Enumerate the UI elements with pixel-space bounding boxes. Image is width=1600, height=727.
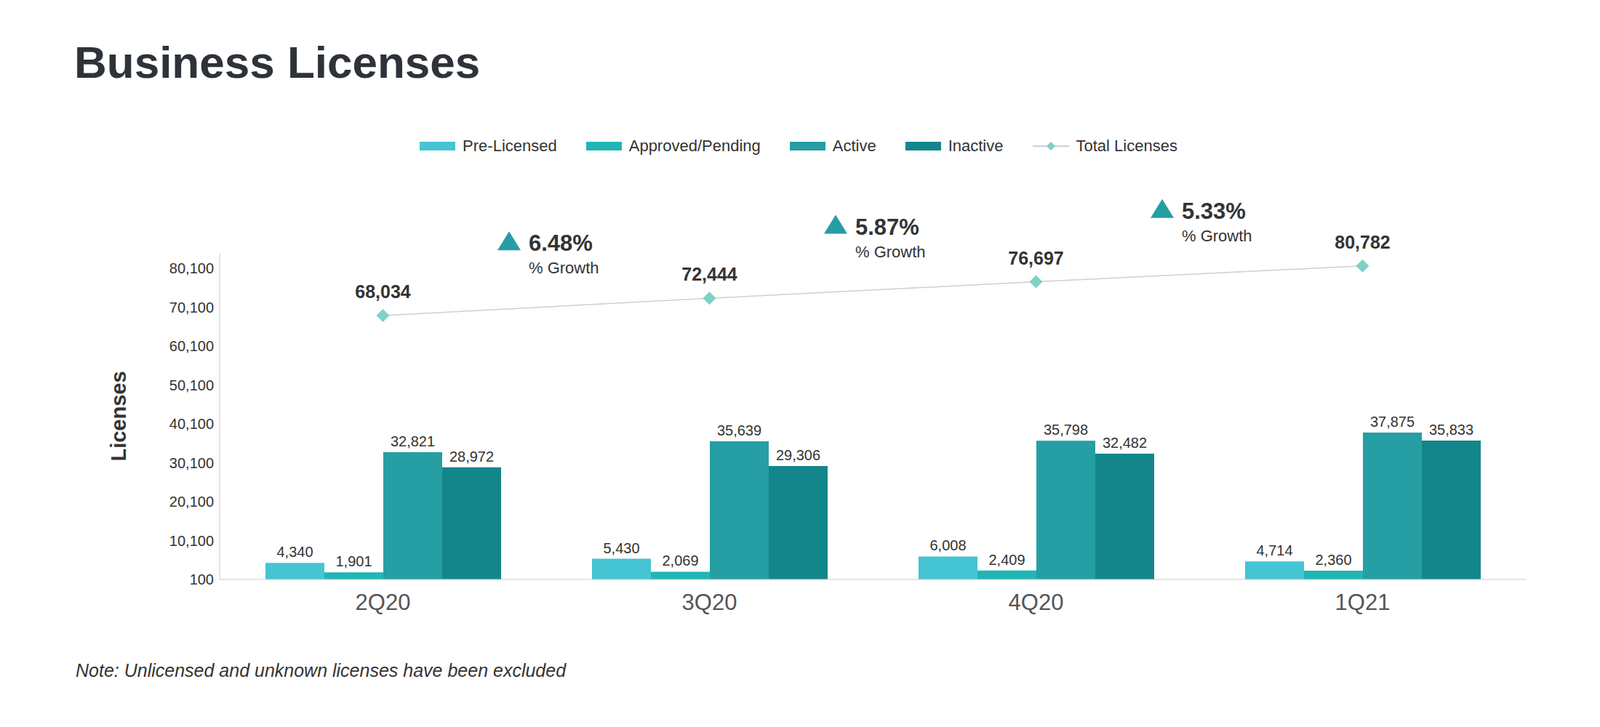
svg-text:35,833: 35,833: [1429, 421, 1474, 438]
svg-text:4,714: 4,714: [1256, 542, 1293, 559]
html-text:Pre-Licensed: Pre-Licensed: [462, 136, 557, 155]
svg-text:4,340: 4,340: [276, 544, 313, 560]
svg-text:29,306: 29,306: [776, 447, 821, 464]
html-text:Inactive: Inactive: [948, 136, 1004, 155]
svg-text:2,360: 2,360: [1314, 552, 1352, 568]
svg-text:80,782: 80,782: [1334, 232, 1390, 253]
svg-text:% Growth: % Growth: [528, 258, 600, 278]
svg-text:100: 100: [189, 571, 214, 588]
svg-text:10,100: 10,100: [169, 533, 214, 550]
svg-text:37,875: 37,875: [1370, 413, 1415, 430]
svg-text:2,069: 2,069: [661, 552, 699, 569]
svg-text:1,901: 1,901: [335, 553, 372, 570]
svg-text:50,100: 50,100: [169, 377, 214, 394]
html-text:Note: Unlicensed and unknown l: Note: Unlicensed and unknown licenses ha…: [75, 660, 566, 681]
svg-text:32,482: 32,482: [1102, 434, 1147, 451]
svg-text:2Q20: 2Q20: [355, 589, 411, 616]
svg-text:1Q21: 1Q21: [1335, 589, 1391, 616]
svg-text:20,100: 20,100: [169, 493, 214, 510]
svg-text:72,444: 72,444: [681, 264, 738, 285]
svg-text:68,034: 68,034: [354, 281, 411, 302]
svg-text:6.48%: 6.48%: [528, 230, 593, 256]
html-text:Approved/Pending: Approved/Pending: [628, 136, 761, 155]
svg-text:5.87%: 5.87%: [855, 214, 920, 240]
svg-text:35,639: 35,639: [717, 422, 762, 439]
svg-text:5.33%: 5.33%: [1181, 198, 1246, 224]
svg-text:3Q20: 3Q20: [682, 589, 738, 616]
svg-text:28,972: 28,972: [449, 448, 494, 465]
svg-text:5,430: 5,430: [602, 540, 640, 557]
html-text:Business Licenses: Business Licenses: [74, 37, 481, 88]
svg-text:35,798: 35,798: [1043, 421, 1088, 438]
svg-text:70,100: 70,100: [169, 299, 214, 316]
svg-text:6,008: 6,008: [929, 537, 966, 554]
svg-text:40,100: 40,100: [169, 416, 214, 432]
svg-text:80,100: 80,100: [169, 260, 214, 277]
svg-text:Licenses: Licenses: [106, 370, 131, 462]
svg-text:% Growth: % Growth: [855, 242, 926, 262]
html-text:Active: Active: [832, 136, 877, 155]
svg-text:76,697: 76,697: [1008, 248, 1064, 269]
svg-text:60,100: 60,100: [169, 338, 214, 355]
svg-text:30,100: 30,100: [169, 455, 214, 472]
svg-text:2,409: 2,409: [988, 552, 1025, 568]
svg-text:4Q20: 4Q20: [1008, 589, 1064, 616]
svg-text:% Growth: % Growth: [1181, 226, 1253, 246]
svg-text:32,821: 32,821: [390, 433, 435, 450]
html-text:Total Licenses: Total Licenses: [1076, 136, 1178, 155]
